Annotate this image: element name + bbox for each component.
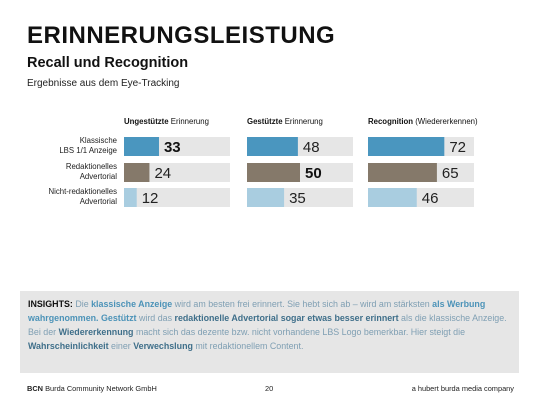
footer-company: BCN Burda Community Network GmbH (27, 384, 157, 393)
insights-highlight: redaktionelle Advertorial sogar etwas be… (174, 313, 399, 324)
insights-highlight: klassische Anzeige (91, 299, 173, 309)
bar (124, 188, 137, 207)
data-label: 46 (422, 190, 439, 207)
insights-lead: INSIGHTS: (28, 299, 73, 309)
bar (368, 188, 417, 207)
footer-tagline: a hubert burda media company (411, 384, 514, 393)
insights-box: INSIGHTS: Die klassische Anzeige wird am… (20, 291, 519, 373)
data-label: 33 (164, 139, 181, 156)
footer-company-name: Burda Community Network GmbH (43, 384, 157, 393)
insights-highlight: Wahrscheinlichkeit (28, 341, 109, 352)
recall-recognition-chart: Klassische LBS 1/1 Anzeige Redaktionelles A… (49, 117, 478, 207)
data-label: 35 (289, 190, 306, 207)
data-label: 72 (449, 139, 466, 156)
insights-highlight: Wiedererkennung (58, 327, 134, 338)
panel-header: Ungestützte Erinnerung (124, 117, 209, 126)
insights-highlight: als Werbung wahrgenommen. Gestützt (28, 299, 486, 324)
data-label: 12 (142, 190, 159, 207)
insights-text: macht sich das dezente bzw. nicht vorhan… (133, 327, 466, 338)
bar-track (124, 188, 230, 207)
bar (124, 137, 159, 156)
panel-header: Gestützte Erinnerung (247, 117, 323, 126)
bar (247, 137, 298, 156)
bar (368, 137, 445, 156)
data-label: 65 (442, 165, 459, 182)
insights-text: Die (72, 299, 92, 309)
bar-track (124, 163, 230, 182)
insights-text: mit redaktionellem Content. (192, 341, 304, 352)
insights-text: einer (108, 341, 134, 352)
bar (124, 163, 150, 182)
category-label: Redaktionelles Advertorial (66, 162, 117, 181)
bar (247, 188, 285, 207)
page-title: ERINNERUNGSLEISTUNG (27, 22, 336, 49)
category-label: Klassische LBS 1/1 Anzeige (59, 136, 117, 155)
insights-text: wird das (136, 313, 175, 324)
data-label: 24 (154, 165, 171, 182)
insights-highlight: Verwechslung (133, 341, 193, 352)
bar (368, 163, 437, 182)
data-label: 48 (303, 139, 320, 156)
panel-header: Recognition (Wiedererkennen) (368, 117, 478, 126)
page-subtitle: Recall und Recognition (27, 55, 189, 71)
footer-page-number: 20 (265, 384, 274, 393)
chart-caption: Ergebnisse aus dem Eye-Tracking (27, 78, 180, 89)
category-label: Nicht-redaktionelles Advertorial (49, 187, 118, 206)
footer-brand: BCN (27, 384, 44, 393)
insights-text: als die klassische Anzeige. Bei der (28, 313, 507, 338)
insights-text: wird am besten frei erinnert. Sie hebt s… (172, 299, 433, 309)
bar (247, 163, 300, 182)
data-label: 50 (305, 165, 322, 182)
